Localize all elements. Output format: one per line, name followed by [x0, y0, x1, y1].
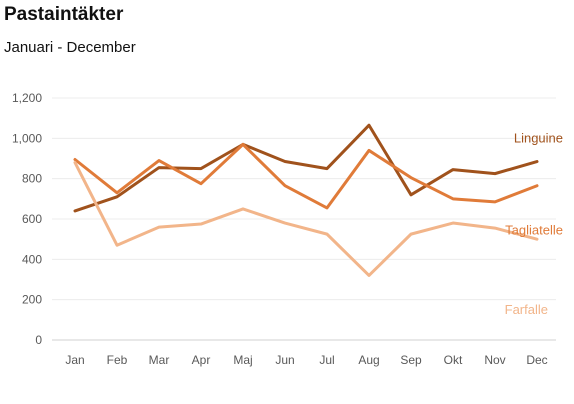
series-label-tagliatelle: Tagliatelle [505, 223, 563, 238]
series-labels: Linguine Tagliatelle Farfalle [505, 131, 563, 318]
y-tick-label: 800 [22, 172, 42, 186]
x-tick-label: Jan [65, 353, 84, 367]
series-line-farfalle [73, 161, 539, 277]
y-tick-label: 1,000 [12, 131, 42, 145]
x-axis: Jan Feb Mar Apr Maj Jun Jul Aug Sep Okt Nov Dec [65, 353, 547, 367]
x-tick-label: Okt [444, 353, 463, 367]
x-tick-label: Maj [233, 353, 252, 367]
series-label-linguine: Linguine [514, 131, 563, 146]
y-tick-label: 200 [22, 293, 42, 307]
y-tick-label: 400 [22, 252, 42, 266]
series-label-farfalle: Farfalle [505, 302, 548, 317]
chart-subtitle: Januari - December [4, 39, 136, 56]
x-tick-label: Nov [484, 353, 505, 367]
x-tick-label: Jul [319, 353, 334, 367]
x-tick-label: Apr [192, 353, 211, 367]
y-tick-label: 0 [35, 333, 42, 347]
series-lines [73, 123, 539, 277]
y-tick-label: 600 [22, 212, 42, 226]
series-line-tagliatelle [73, 142, 539, 210]
x-tick-label: Jun [275, 353, 294, 367]
x-tick-label: Dec [526, 353, 547, 367]
x-tick-label: Aug [358, 353, 379, 367]
chart-title: Pastaintäkter [4, 4, 124, 25]
x-tick-label: Sep [400, 353, 422, 367]
x-tick-label: Feb [107, 353, 128, 367]
y-tick-label: 1,200 [12, 91, 42, 105]
series-line-linguine [73, 123, 539, 213]
x-tick-label: Mar [149, 353, 170, 367]
gridlines [52, 97, 556, 341]
y-axis: 0 200 400 600 800 1,000 1,200 [12, 91, 42, 347]
